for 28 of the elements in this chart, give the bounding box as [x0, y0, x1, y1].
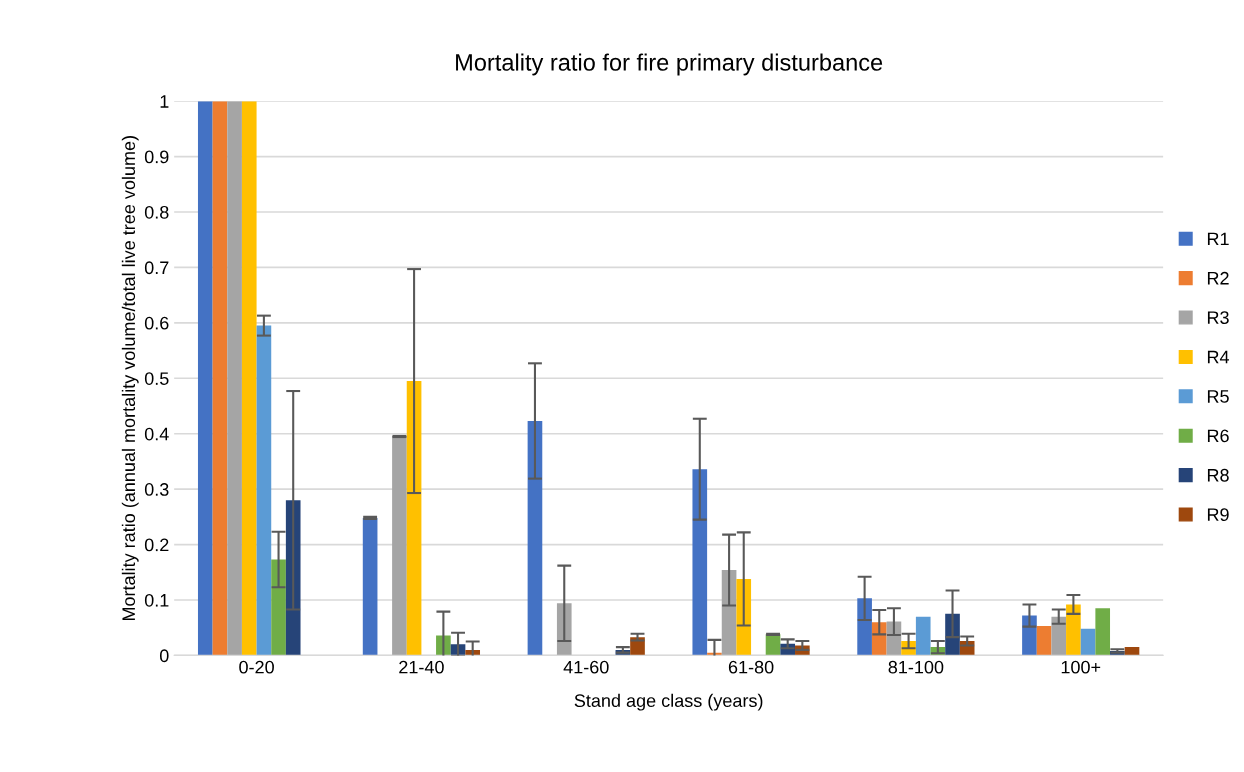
y-tick-label: 0.1	[144, 593, 169, 607]
y-tick-label: 0.4	[144, 427, 169, 441]
x-tick-label: 21-40	[399, 660, 444, 674]
x-tick-label: 61-80	[728, 660, 774, 674]
y-tick-label: 0.5	[144, 372, 169, 385]
y-axis-title: Mortality ratio (annual mortality volume/total live tree volume)	[121, 136, 139, 621]
legend-label: R8	[1207, 468, 1229, 482]
legend-label: R9	[1207, 508, 1229, 522]
x-tick-label: 81-100	[888, 660, 944, 674]
y-tick-label: 0.3	[144, 483, 169, 496]
legend-label: R1	[1207, 232, 1229, 246]
x-axis-title: Stand age class (years)	[574, 693, 763, 711]
y-tick-label: 0.9	[144, 150, 169, 164]
y-tick-label: 0.6	[144, 316, 169, 330]
y-tick-label: 0.8	[144, 205, 169, 219]
y-tick-label: 0.7	[144, 261, 169, 275]
y-tick-label: 0	[159, 649, 169, 663]
chart-title: Mortality ratio for fire primary disturbance	[456, 53, 883, 76]
legend-label: R3	[1207, 311, 1229, 325]
x-tick-label: 41-60	[563, 660, 609, 674]
legend-label: R5	[1207, 390, 1229, 403]
legend-label: R2	[1207, 271, 1229, 285]
legend-label: R6	[1207, 429, 1229, 443]
x-tick-label: 100+	[1061, 660, 1101, 674]
y-tick-label: 0.2	[144, 538, 169, 552]
x-tick-label: 0-20	[239, 660, 274, 674]
y-tick-label: 1	[160, 95, 169, 108]
legend-label: R4	[1207, 350, 1230, 364]
